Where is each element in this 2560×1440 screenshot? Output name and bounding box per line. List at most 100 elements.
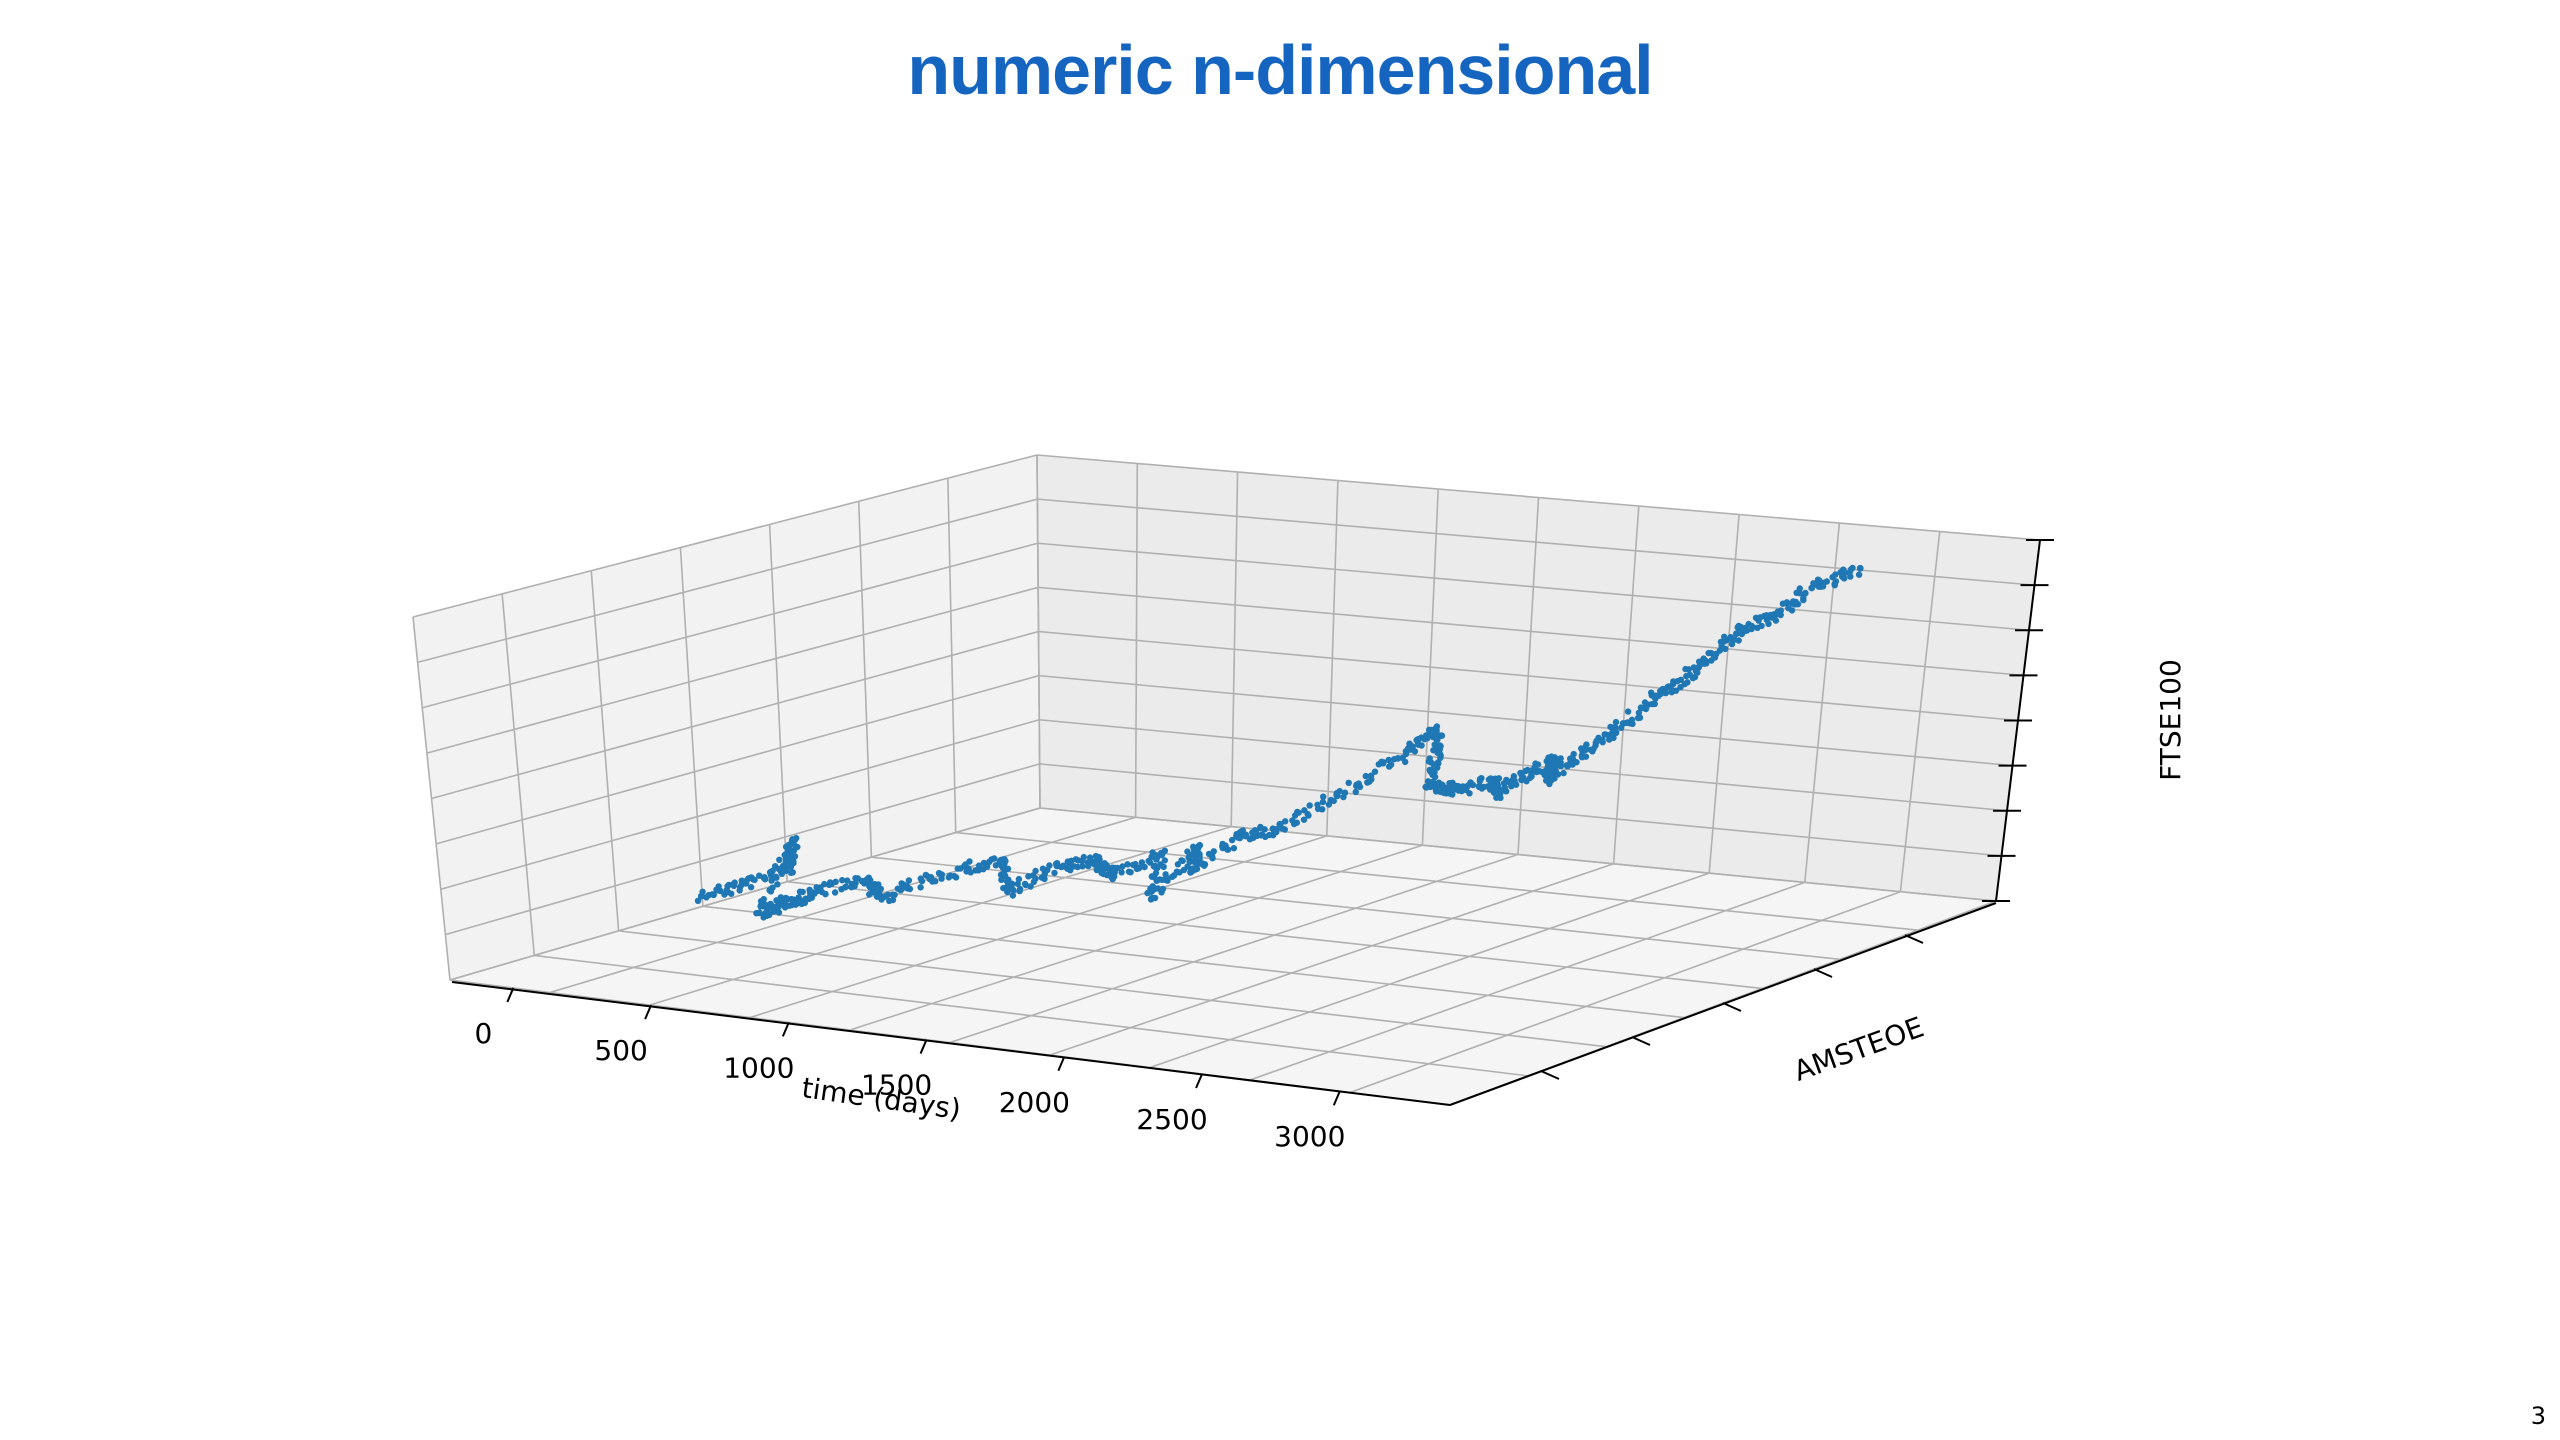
data-point <box>1086 854 1094 861</box>
y-tick <box>1540 1070 1560 1080</box>
data-point <box>1394 755 1402 762</box>
data-point <box>1694 669 1701 676</box>
grid-line-y <box>702 905 1685 1019</box>
data-point <box>766 887 773 894</box>
data-point <box>929 878 936 885</box>
data-point <box>983 863 991 870</box>
data-point <box>756 909 763 917</box>
data-point <box>1378 758 1385 765</box>
data-point <box>1442 784 1450 791</box>
data-point <box>1239 827 1247 834</box>
data-point <box>1440 789 1448 796</box>
data-point <box>1185 854 1192 861</box>
data-point <box>1065 864 1073 872</box>
data-point <box>1319 806 1326 813</box>
data-point <box>866 891 873 898</box>
data-point <box>966 858 973 865</box>
data-point <box>1072 856 1080 863</box>
data-point <box>1041 875 1048 883</box>
data-point <box>1783 600 1790 607</box>
data-point <box>731 879 738 886</box>
data-point <box>1685 666 1693 673</box>
data-point <box>1735 637 1742 644</box>
data-point <box>761 875 769 882</box>
data-point <box>884 891 891 898</box>
data-point <box>1449 791 1456 798</box>
data-point <box>1250 834 1257 841</box>
grid-line-x <box>749 835 1328 1019</box>
data-point <box>776 856 783 863</box>
data-point <box>917 884 924 891</box>
data-point <box>699 888 706 895</box>
data-point <box>1352 788 1360 796</box>
data-point <box>1151 874 1158 881</box>
data-point <box>975 867 982 874</box>
data-point <box>1230 845 1238 852</box>
x-tick <box>1057 1056 1066 1072</box>
data-point <box>1160 863 1167 871</box>
data-point <box>1593 739 1600 746</box>
data-point <box>1257 823 1264 831</box>
grid-line-z <box>412 454 1038 618</box>
data-point <box>767 900 774 908</box>
data-point <box>1074 863 1081 871</box>
x-tick-label: 2000 <box>999 1086 1070 1119</box>
data-point <box>945 874 952 881</box>
data-point <box>1434 736 1441 743</box>
data-point <box>889 891 896 898</box>
data-point <box>1547 774 1554 781</box>
data-point <box>782 894 790 902</box>
data-point <box>1161 857 1169 864</box>
grid-line-y <box>768 524 788 882</box>
data-point <box>1802 590 1809 597</box>
data-point <box>743 877 750 884</box>
data-point <box>1727 633 1734 641</box>
data-point <box>1721 638 1728 645</box>
data-point <box>1832 578 1840 585</box>
data-point <box>1147 896 1155 903</box>
data-point <box>1582 753 1590 760</box>
data-point <box>1228 836 1236 844</box>
data-point <box>1413 736 1420 744</box>
data-point <box>1487 775 1494 782</box>
data-point <box>1765 620 1772 627</box>
data-point <box>714 887 722 894</box>
data-point <box>1427 783 1434 791</box>
data-point <box>1093 866 1100 874</box>
data-point <box>751 876 758 884</box>
x-tick-label: 0 <box>474 1017 492 1050</box>
data-point <box>775 865 782 873</box>
data-points <box>694 564 1864 921</box>
x-tick-label: 1500 <box>861 1069 932 1102</box>
data-point <box>1672 687 1680 694</box>
grid-line-y <box>955 831 1919 931</box>
data-point <box>1557 759 1564 766</box>
data-point <box>952 874 960 881</box>
grid-line-x <box>649 825 1232 1006</box>
grid-line-x <box>949 853 1519 1044</box>
data-point <box>1097 861 1104 868</box>
data-point <box>1684 679 1691 686</box>
data-point <box>1511 777 1518 784</box>
data-point <box>1785 605 1792 612</box>
data-point <box>1612 724 1619 731</box>
data-point <box>1690 664 1698 671</box>
x-tick-label: 3000 <box>1274 1120 1345 1153</box>
data-point <box>1108 873 1115 880</box>
x-axis-line <box>451 981 1451 1106</box>
data-point <box>1052 860 1060 868</box>
slide-title: numeric n-dimensional <box>907 31 1653 109</box>
data-point <box>1114 864 1121 872</box>
data-point <box>728 890 735 897</box>
data-point <box>1178 857 1185 864</box>
data-point <box>1367 772 1375 779</box>
data-point <box>832 878 839 885</box>
grid-line-z <box>422 542 1038 709</box>
grid-line-z <box>435 674 1040 845</box>
grid-line-y <box>787 880 1763 990</box>
data-point <box>1387 761 1395 768</box>
data-point <box>1305 812 1312 819</box>
data-point <box>1169 873 1176 880</box>
data-point <box>1325 801 1333 808</box>
data-point <box>1193 860 1201 867</box>
